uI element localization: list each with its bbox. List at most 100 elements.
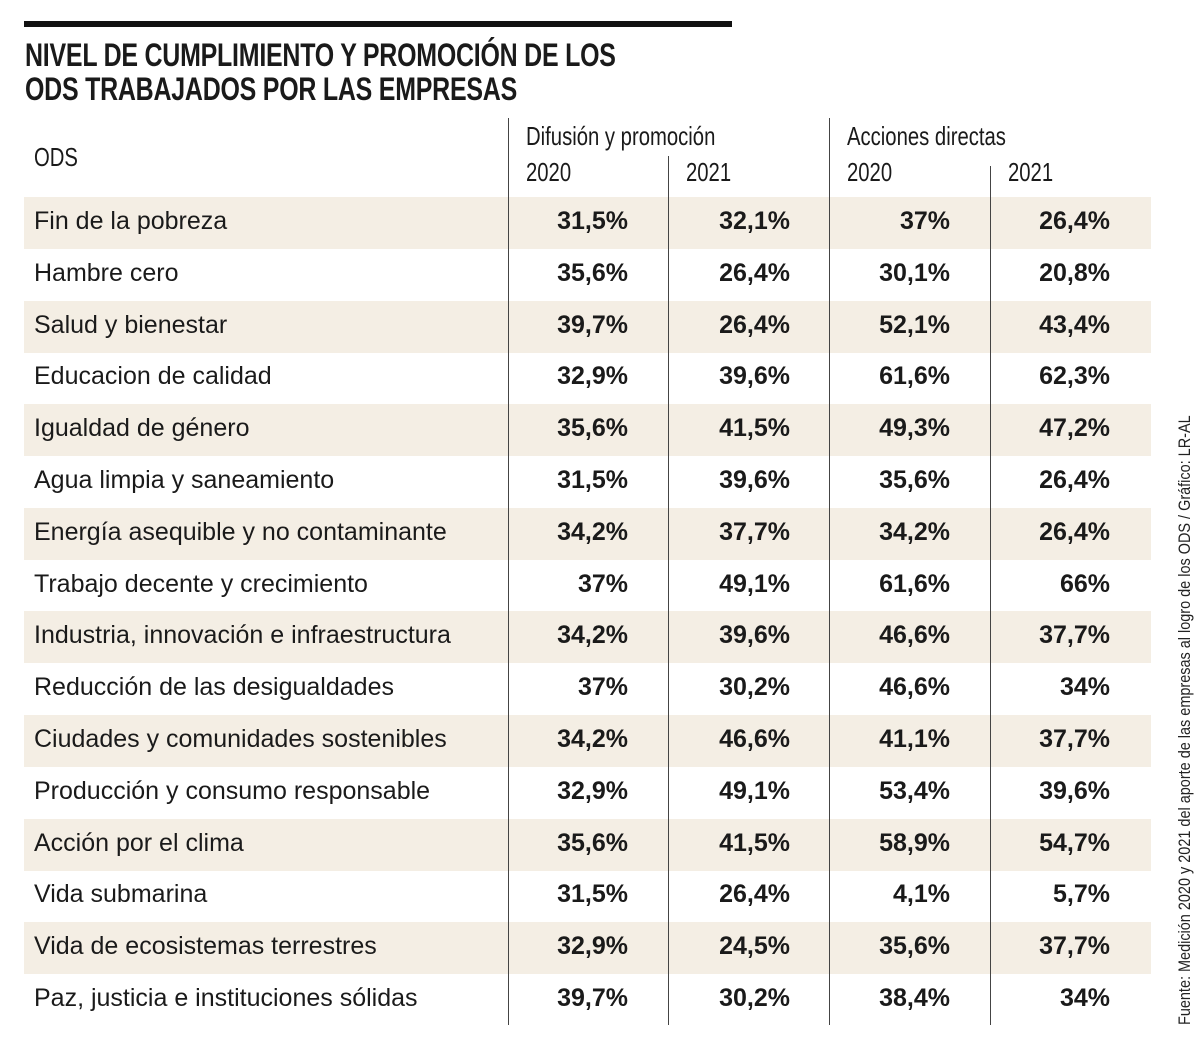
value-cell: 46,6% [879, 673, 950, 702]
value-cell: 26,4% [1039, 517, 1110, 546]
table-row: Paz, justicia e instituciones sólidas 39,… [24, 974, 1151, 1026]
value-cell: 35,6% [557, 414, 628, 443]
title-line-2: ODS TRABAJADOS POR LAS EMPRESAS [25, 71, 518, 107]
ods-label: Educacion de calidad [34, 362, 272, 391]
value-cell: 49,1% [719, 776, 790, 805]
value-cell: 66% [1059, 569, 1110, 598]
ods-label: Fin de la pobreza [34, 207, 228, 235]
ods-label: Trabajo decente y crecimiento [34, 569, 368, 598]
value-cell: 37,7% [719, 517, 790, 546]
value-cell: 41,1% [879, 725, 950, 753]
table-row: Ciudades y comunidades sostenibles 34,2% 4… [24, 715, 1151, 767]
value-cell: 38,4% [879, 984, 950, 1012]
value-cell: 35,6% [557, 258, 628, 287]
ods-label: Producción y consumo responsable [34, 776, 431, 805]
value-cell: 24,5% [719, 932, 790, 961]
value-cell: 31,5% [557, 466, 628, 494]
value-cell: 61,6% [879, 362, 950, 391]
value-cell: 34,2% [557, 725, 628, 753]
ods-label: Energía asequible y no contaminante [34, 517, 447, 546]
value-cell: 43,4% [1039, 310, 1110, 339]
group-header-difusion: Difusión y promoción [526, 121, 716, 151]
title-rule [24, 21, 732, 27]
ods-label: Agua limpia y saneamiento [34, 466, 335, 494]
ods-label: Igualdad de género [34, 414, 250, 443]
value-cell: 35,6% [879, 466, 950, 494]
value-cell: 54,7% [1039, 828, 1110, 857]
value-cell: 39,6% [719, 362, 790, 391]
year-header-difusion-2020: 2020 [526, 157, 572, 187]
value-cell: 30,2% [719, 984, 790, 1012]
value-cell: 32,9% [557, 932, 628, 961]
chart-title: NIVEL DE CUMPLIMIENTO Y PROMOCIÓN DE LOS… [25, 38, 616, 106]
value-cell: 26,4% [1039, 207, 1110, 235]
value-cell: 26,4% [1039, 466, 1110, 494]
year-header-acciones-2020: 2020 [847, 157, 893, 187]
ods-label: Vida de ecosistemas terrestres [34, 932, 377, 961]
value-cell: 26,4% [719, 310, 790, 339]
table-row: Agua limpia y saneamiento 31,5% 39,6% 35,6%… [24, 456, 1151, 508]
value-cell: 35,6% [557, 828, 628, 857]
value-cell: 35,6% [879, 932, 950, 961]
value-cell: 32,9% [557, 362, 628, 391]
value-cell: 39,6% [719, 621, 790, 650]
value-cell: 31,5% [557, 880, 628, 909]
value-cell: 20,8% [1039, 258, 1110, 287]
ods-label: Paz, justicia e instituciones sólidas [34, 984, 418, 1012]
title-line-1: NIVEL DE CUMPLIMIENTO Y PROMOCIÓN DE LOS [25, 37, 616, 73]
year-header-acciones-2021: 2021 [1008, 157, 1054, 187]
value-cell: 61,6% [879, 569, 950, 598]
value-cell: 39,6% [1039, 776, 1110, 805]
table-row: Vida de ecosistemas terrestres 32,9% 24,5%… [24, 922, 1151, 975]
value-cell: 37,7% [1039, 725, 1110, 753]
table-row: Fin de la pobreza 31,5% 32,1% 37% 26,4% [24, 197, 1151, 249]
value-cell: 47,2% [1039, 414, 1110, 443]
value-cell: 41,5% [719, 414, 790, 443]
value-cell: 30,1% [879, 258, 950, 287]
ods-column-header: ODS [34, 142, 78, 172]
value-cell: 26,4% [719, 880, 790, 909]
ods-label: Ciudades y comunidades sostenibles [34, 725, 447, 753]
table-row: Hambre cero 35,6% 26,4% 30,1% 20,8% [24, 249, 1151, 301]
source-text: Fuente: Medición 2020 y 2021 del aporte … [1175, 415, 1194, 1025]
value-cell: 58,9% [879, 828, 950, 857]
ods-label: Salud y bienestar [34, 310, 228, 339]
table-row: Energía asequible y no contaminante 34,2%… [24, 507, 1151, 560]
table-row: Acción por el clima 35,6% 41,5% 58,9% 54,7% [24, 818, 1151, 871]
table-row: Igualdad de género 35,6% 41,5% 49,3% 47,2% [24, 404, 1151, 457]
value-cell: 39,7% [557, 984, 628, 1012]
column-divider [990, 166, 991, 1025]
value-cell: 53,4% [879, 776, 950, 805]
ods-label: Vida submarina [34, 880, 208, 909]
table-row: Producción y consumo responsable 32,9% 49,… [24, 767, 1151, 819]
value-cell: 34% [1059, 673, 1110, 702]
year-header-difusion-2021: 2021 [686, 157, 732, 187]
value-cell: 37% [899, 207, 950, 235]
value-cell: 52,1% [879, 310, 950, 339]
value-cell: 32,9% [557, 776, 628, 805]
source-note: Fuente: Medición 2020 y 2021 del aporte … [1175, 308, 1195, 1025]
value-cell: 62,3% [1039, 362, 1110, 391]
value-cell: 34,2% [557, 621, 628, 650]
value-cell: 4,1% [893, 880, 950, 909]
table-row: Reducción de las desigualdades 37% 30,2% 46… [24, 663, 1151, 715]
value-cell: 30,2% [719, 673, 790, 702]
value-cell: 37% [577, 569, 628, 598]
value-cell: 37,7% [1039, 932, 1110, 961]
ods-label: Reducción de las desigualdades [34, 673, 394, 702]
table-row: Salud y bienestar 39,7% 26,4% 52,1% 43,4% [24, 300, 1151, 353]
value-cell: 46,6% [719, 725, 790, 753]
table-row: Educacion de calidad 32,9% 39,6% 61,6% 62,3% [24, 352, 1151, 404]
value-cell: 41,5% [719, 828, 790, 857]
column-divider [508, 118, 509, 1025]
ods-label: Hambre cero [34, 258, 179, 287]
table-row: Vida submarina 31,5% 26,4% 4,1% 5,7% [24, 870, 1151, 922]
column-divider [829, 118, 830, 1025]
value-cell: 26,4% [719, 258, 790, 287]
group-header-acciones: Acciones directas [847, 121, 1006, 151]
value-cell: 39,6% [719, 466, 790, 494]
value-cell: 37% [577, 673, 628, 702]
value-cell: 34% [1059, 984, 1110, 1012]
value-cell: 39,7% [557, 310, 628, 339]
value-cell: 34,2% [557, 517, 628, 546]
